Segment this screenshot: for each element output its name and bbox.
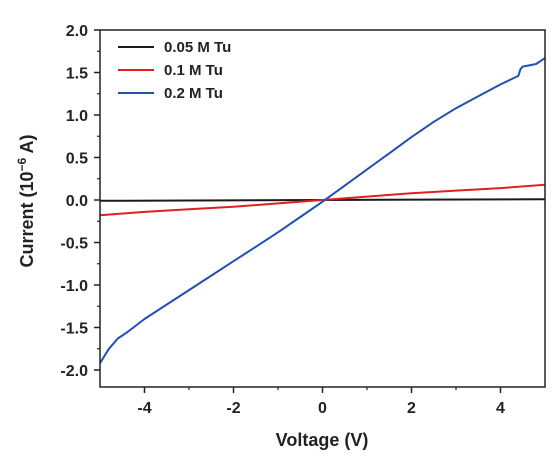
y-tick-label: 2.0 <box>66 23 88 40</box>
x-tick-label: -4 <box>137 400 151 417</box>
x-tick-label: -2 <box>226 400 240 417</box>
y-tick-label: 1.0 <box>66 108 88 125</box>
y-axis-title-prefix: Current (10 <box>17 171 37 267</box>
plot-area <box>94 29 546 393</box>
series-line-3 <box>99 57 546 364</box>
x-tick-label: 4 <box>496 400 505 417</box>
series-line-2 <box>99 183 546 217</box>
y-tick-label: -2.0 <box>60 363 88 380</box>
y-tick-label: 0.0 <box>66 193 88 210</box>
labels-layer: -4 -2 0 2 4 -2.0 -1.5 -1.0 -0.5 0.0 0.5 1.0 1.5 2.0 <box>60 23 505 417</box>
series-layer <box>99 57 546 364</box>
legend-label: 0.1 M Tu <box>164 62 223 79</box>
y-axis-title-exponent: −6 <box>15 157 29 171</box>
y-tick-label: 0.5 <box>66 151 88 168</box>
x-axis-title: Voltage (V) <box>276 430 369 450</box>
y-tick-label: -0.5 <box>60 236 88 253</box>
legend: 0.05 M Tu 0.1 M Tu 0.2 M Tu <box>118 39 231 102</box>
plot-frame <box>99 29 546 388</box>
x-tick-label: 0 <box>318 400 327 417</box>
y-axis-title-suffix: A) <box>17 134 37 157</box>
y-tick-label: -1.0 <box>60 278 88 295</box>
y-tick-label: 1.5 <box>66 66 88 83</box>
x-tick-label: 2 <box>407 400 416 417</box>
legend-label: 0.2 M Tu <box>164 85 223 102</box>
y-axis-title: Current (10−6 A) <box>15 134 37 267</box>
legend-label: 0.05 M Tu <box>164 39 231 56</box>
y-tick-label: -1.5 <box>60 321 88 338</box>
